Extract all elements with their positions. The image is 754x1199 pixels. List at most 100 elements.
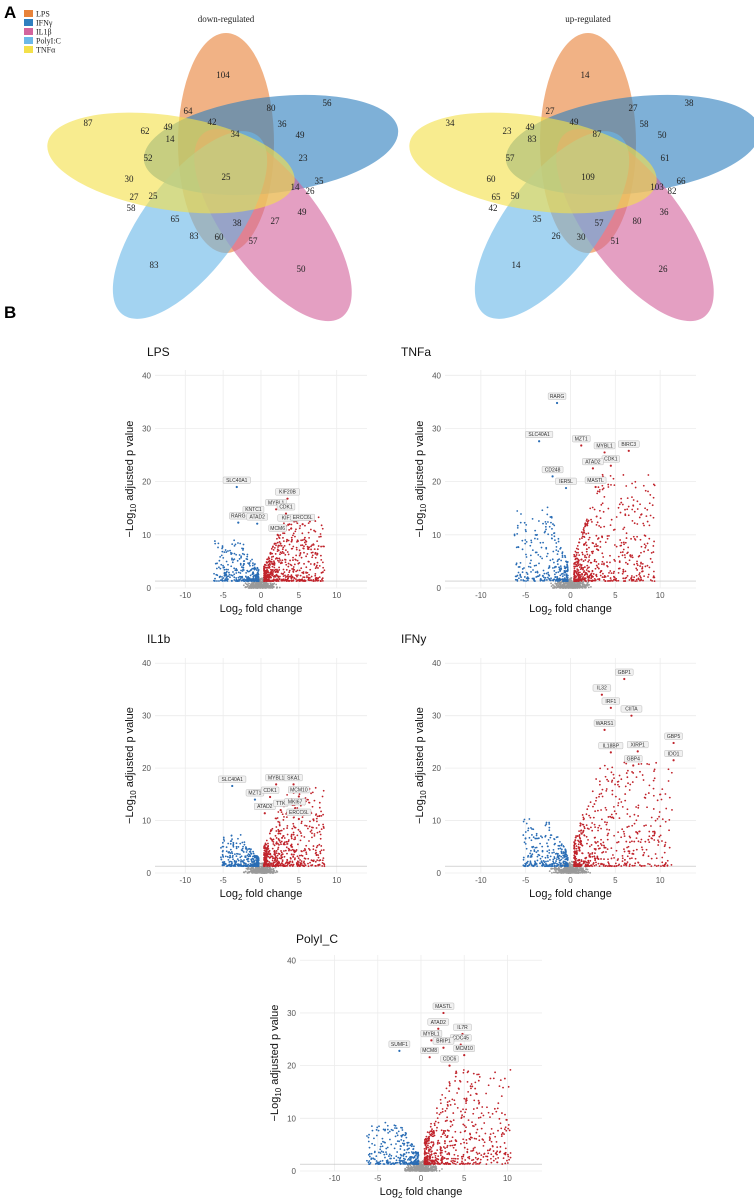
point-up: [624, 508, 626, 511]
point-up: [269, 852, 272, 855]
point-down: [552, 860, 555, 863]
point-up: [286, 852, 288, 855]
point-up: [316, 859, 319, 862]
point-up: [575, 561, 577, 564]
venn-count: 65: [492, 192, 502, 202]
point-down: [564, 858, 567, 861]
point-down: [231, 856, 234, 859]
point-down: [231, 854, 234, 857]
point-up: [282, 552, 285, 554]
point-down: [249, 574, 252, 577]
point-down: [542, 862, 544, 865]
point-up: [603, 525, 606, 528]
point-up: [282, 540, 285, 543]
panel-b-label: B: [4, 303, 16, 322]
point-up: [667, 780, 670, 782]
point-down: [223, 568, 226, 571]
point-ns: [553, 868, 556, 871]
point-up: [594, 567, 597, 570]
gene-label: KNTC1: [245, 507, 262, 513]
point-up: [626, 552, 629, 555]
point-up: [292, 556, 294, 559]
point-up: [642, 579, 644, 582]
point-ns: [278, 586, 281, 589]
point-down: [213, 580, 216, 582]
point-up: [601, 576, 604, 579]
point-ns: [275, 583, 278, 586]
point-ns: [555, 582, 558, 585]
point-up: [626, 826, 629, 828]
point-up: [292, 559, 294, 561]
point-up: [631, 771, 633, 773]
point-down: [565, 853, 568, 856]
point-down: [243, 843, 246, 846]
point-up: [586, 808, 589, 811]
point-up: [267, 842, 269, 845]
point-ns: [557, 871, 560, 874]
point-down: [553, 532, 556, 534]
point-down: [550, 863, 553, 865]
point-up: [596, 840, 599, 843]
gene-label: RARG: [231, 514, 246, 520]
point-up: [272, 562, 275, 565]
point-up: [646, 508, 649, 511]
labeled-point: [551, 475, 554, 478]
point-down: [239, 853, 241, 856]
point-up: [287, 575, 290, 578]
point-up: [284, 561, 287, 564]
point-up: [295, 570, 298, 573]
point-up: [272, 548, 275, 551]
point-up: [269, 573, 272, 576]
venn-count: 57: [249, 236, 259, 246]
point-down: [537, 837, 540, 840]
point-up: [310, 864, 313, 867]
point-up: [637, 804, 640, 807]
point-up: [315, 817, 318, 820]
point-up: [265, 839, 268, 842]
point-ns: [551, 872, 553, 874]
point-up: [280, 572, 283, 575]
legend-swatch: [24, 10, 33, 17]
point-down: [233, 539, 236, 542]
point-up: [639, 841, 642, 844]
point-ns: [271, 583, 274, 585]
point-up: [279, 534, 282, 536]
point-up: [604, 580, 607, 582]
point-up: [292, 579, 295, 582]
labeled-point: [235, 485, 238, 489]
point-down: [534, 861, 537, 864]
point-up: [584, 522, 587, 525]
point-up: [627, 505, 630, 508]
point-up: [629, 783, 632, 786]
point-up: [577, 571, 580, 574]
x-tick-label: 10: [332, 591, 341, 600]
point-down: [247, 576, 250, 579]
point-up: [278, 569, 281, 571]
point-ns: [581, 583, 584, 586]
point-down: [222, 577, 225, 579]
point-down: [225, 576, 228, 579]
gene-label-box: [290, 513, 315, 521]
point-up: [286, 841, 288, 843]
point-up: [667, 768, 670, 771]
point-up: [276, 537, 278, 540]
point-up: [291, 861, 294, 864]
point-up: [290, 547, 293, 550]
venn-count: 14: [291, 182, 301, 192]
point-down: [559, 567, 562, 570]
point-down: [248, 563, 251, 566]
point-down: [244, 846, 247, 848]
point-down: [513, 533, 516, 536]
point-ns: [261, 865, 264, 868]
point-up: [581, 553, 584, 556]
point-up: [602, 841, 605, 844]
point-up: [617, 567, 620, 570]
point-up: [622, 580, 625, 582]
point-up: [589, 507, 592, 510]
point-ns: [571, 860, 573, 863]
point-up: [322, 857, 325, 860]
point-up: [287, 562, 290, 565]
point-ns: [269, 586, 272, 589]
point-up: [599, 526, 602, 529]
